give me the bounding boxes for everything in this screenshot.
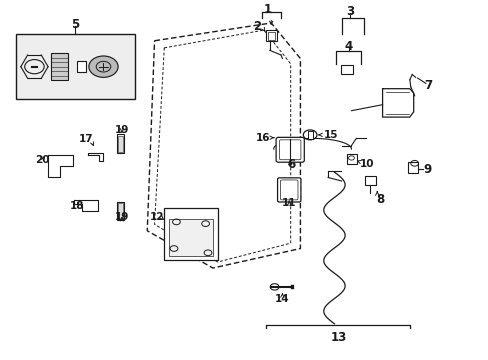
Text: 2: 2	[253, 20, 261, 33]
Text: 14: 14	[275, 294, 289, 304]
Text: 3: 3	[346, 5, 354, 18]
Bar	[16, 33, 135, 99]
Bar	[169, 219, 212, 256]
Bar	[407, 162, 417, 172]
Bar	[307, 131, 312, 139]
Text: 1: 1	[263, 3, 271, 15]
Bar	[164, 208, 217, 260]
FancyBboxPatch shape	[276, 138, 304, 162]
Bar	[117, 203, 123, 219]
Text: 12: 12	[149, 212, 164, 221]
Text: 16: 16	[255, 133, 270, 143]
Text: 10: 10	[359, 159, 373, 169]
Bar	[117, 136, 123, 152]
Bar	[116, 202, 124, 220]
Text: 18: 18	[69, 201, 84, 211]
FancyBboxPatch shape	[277, 178, 300, 202]
Bar	[266, 30, 277, 41]
Text: 17: 17	[79, 134, 94, 144]
Bar	[77, 61, 86, 72]
Text: 8: 8	[376, 193, 384, 206]
Bar	[51, 53, 68, 80]
Bar	[346, 154, 357, 164]
Text: 19: 19	[115, 125, 129, 135]
FancyBboxPatch shape	[280, 180, 297, 200]
Text: 9: 9	[422, 163, 430, 176]
FancyBboxPatch shape	[279, 140, 300, 160]
Text: 20: 20	[36, 155, 50, 165]
Bar	[268, 32, 275, 40]
Text: 5: 5	[71, 18, 79, 31]
Bar	[340, 65, 352, 75]
Bar	[365, 176, 375, 185]
Text: 13: 13	[329, 331, 346, 344]
Circle shape	[89, 56, 118, 77]
Text: 19: 19	[115, 212, 129, 221]
Text: 4: 4	[344, 40, 352, 53]
Text: 11: 11	[282, 198, 296, 208]
Text: 6: 6	[286, 158, 295, 171]
Text: 15: 15	[323, 130, 338, 140]
Bar	[116, 134, 124, 153]
Text: 7: 7	[424, 78, 431, 92]
